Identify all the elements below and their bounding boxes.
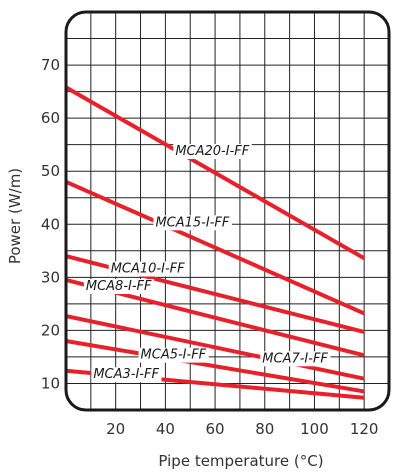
series-line-MCA20-I-FF bbox=[65, 85, 366, 260]
y-axis-title: Power (W/m) bbox=[6, 168, 24, 264]
series-label-background bbox=[153, 215, 232, 231]
series-label-background bbox=[138, 347, 209, 363]
series-label-MCA3-I-FF: MCA3-I-FF bbox=[93, 367, 159, 382]
x-tick-label: 100 bbox=[300, 420, 329, 438]
series-label-MCA10-I-FF: MCA10-I-FF bbox=[111, 261, 185, 276]
x-tick-label: 40 bbox=[156, 420, 175, 438]
tick-labels: 20 40 60 80 100 120 10 20 30 40 50 60 70 bbox=[41, 56, 379, 438]
y-tick-label: 60 bbox=[41, 109, 60, 127]
y-tick-label: 30 bbox=[41, 268, 60, 286]
series-line-MCA5-I-FF bbox=[65, 339, 365, 394]
y-tick-label: 50 bbox=[41, 162, 60, 180]
series-label-background bbox=[91, 367, 162, 383]
x-tick-label: 80 bbox=[255, 420, 274, 438]
series-label-background bbox=[83, 279, 155, 295]
y-tick-label: 70 bbox=[41, 56, 60, 74]
plot-border bbox=[64, 10, 391, 412]
series-label-MCA7-I-FF: MCA7-I-FF bbox=[262, 351, 328, 366]
series-line-MCA15-I-FF bbox=[65, 179, 365, 316]
x-tick-label: 20 bbox=[106, 420, 125, 438]
series-label-MCA15-I-FF: MCA15-I-FF bbox=[155, 215, 229, 230]
y-tick-label: 40 bbox=[41, 215, 60, 233]
series-labels: MCA20-I-FF MCA15-I-FF MCA10-I-FF MCA8-I-FF M… bbox=[83, 144, 331, 383]
series-line-MCA7-I-FF bbox=[65, 314, 365, 381]
x-axis-title: Pipe temperature (°C) bbox=[158, 452, 323, 470]
x-tick-label: 120 bbox=[350, 420, 379, 438]
plot-frame bbox=[64, 10, 391, 412]
y-tick-label: 10 bbox=[41, 374, 60, 392]
series-label-MCA20-I-FF: MCA20-I-FF bbox=[175, 144, 249, 159]
series-label-background bbox=[173, 144, 252, 160]
series-label-MCA5-I-FF: MCA5-I-FF bbox=[141, 348, 207, 363]
y-tick-label: 20 bbox=[41, 321, 60, 339]
series-label-MCA8-I-FF: MCA8-I-FF bbox=[86, 279, 152, 294]
series-label-background bbox=[108, 261, 188, 277]
series-label-background bbox=[260, 351, 331, 367]
x-tick-label: 60 bbox=[206, 420, 225, 438]
